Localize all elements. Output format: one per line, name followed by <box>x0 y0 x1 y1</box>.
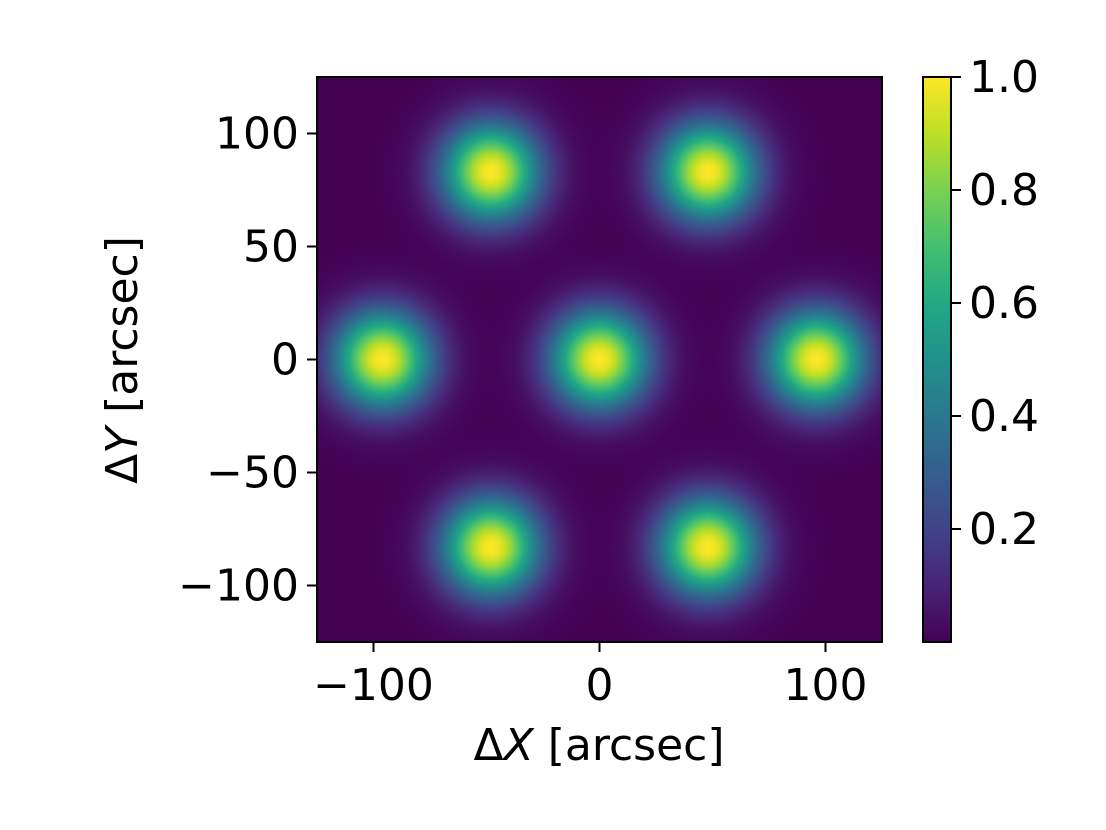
heatmap-image <box>317 77 882 642</box>
y-axis-ticks: 100 50 0 −50 −100 <box>178 109 317 612</box>
x-tick-label: −100 <box>313 660 434 711</box>
colorbar-frame <box>922 76 952 643</box>
x-axis-label: ΔX [arcsec] <box>473 720 724 771</box>
y-tick-label: 100 <box>215 109 299 160</box>
colorbar-tick-label: 0.4 <box>969 391 1039 442</box>
y-tick-label: −50 <box>206 448 299 499</box>
colorbar: 1.0 0.8 0.6 0.4 0.2 <box>922 52 1039 643</box>
y-axis-label: ΔY [arcsec] <box>97 236 148 484</box>
x-axis-ticks: −100 0 100 <box>313 642 867 711</box>
y-tick-label: −100 <box>178 561 299 612</box>
colorbar-ticks: 1.0 0.8 0.6 0.4 0.2 <box>951 52 1039 555</box>
x-tick-label: 0 <box>586 660 614 711</box>
x-tick-label: 100 <box>784 660 868 711</box>
colorbar-tick-label: 1.0 <box>969 52 1039 103</box>
colorbar-tick-label: 0.6 <box>969 278 1039 329</box>
colorbar-tick-label: 0.2 <box>969 504 1039 555</box>
colorbar-gradient <box>923 77 951 642</box>
heatmap-plot-area <box>316 76 883 643</box>
y-tick-label: 0 <box>271 335 299 386</box>
colorbar-tick-label: 0.8 <box>969 165 1039 216</box>
y-tick-label: 50 <box>243 222 299 273</box>
